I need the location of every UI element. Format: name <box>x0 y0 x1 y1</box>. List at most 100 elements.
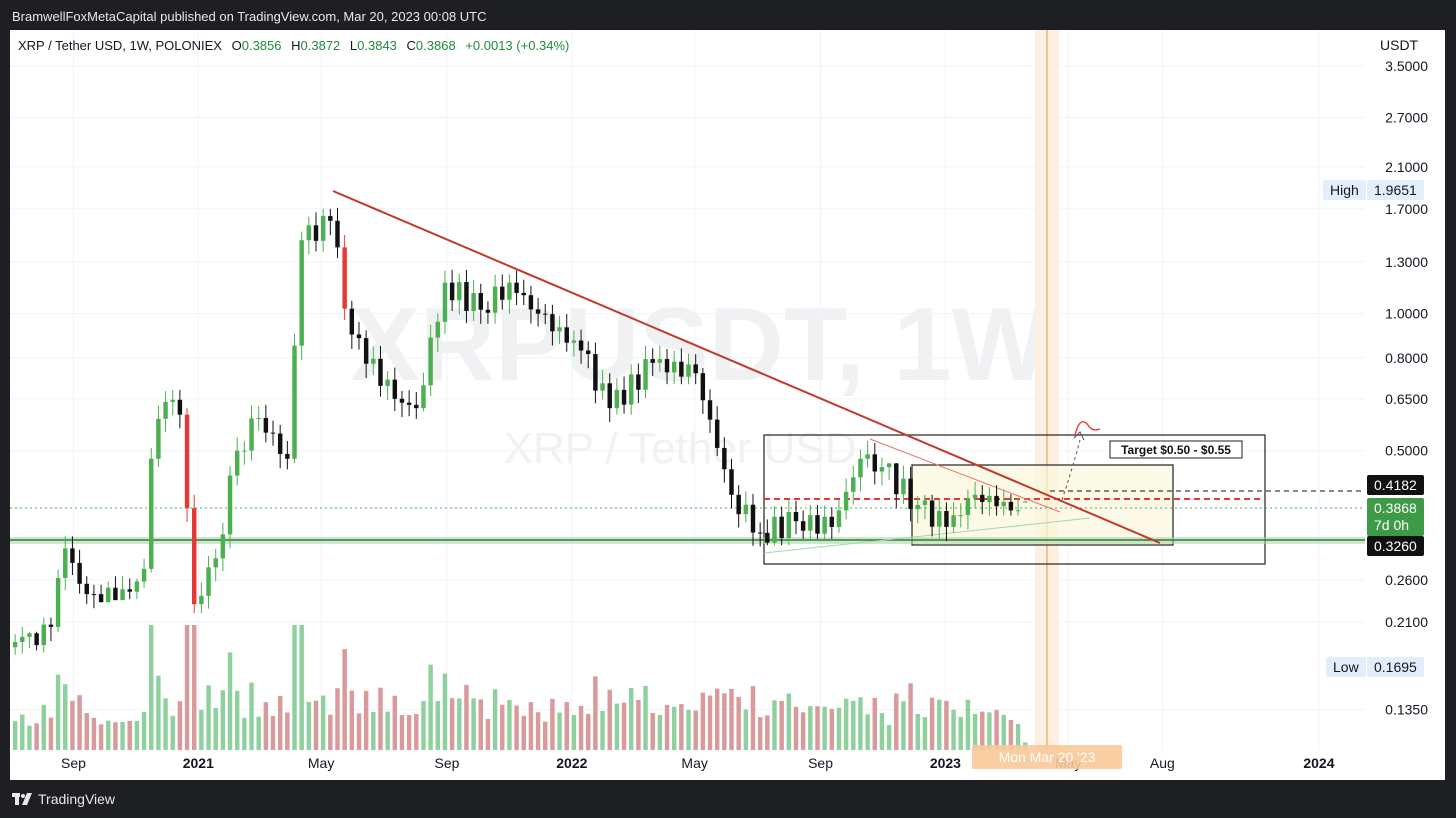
volume-bar <box>313 700 319 750</box>
chart-panel[interactable]: XRPUSDT, 1W XRP / Tether USD Target $0.5… <box>10 30 1445 780</box>
volume-bar <box>335 688 340 750</box>
candle-body <box>621 389 627 405</box>
volume-bar <box>543 721 548 750</box>
volume-bar <box>485 718 491 750</box>
low-value: 0.3843 <box>357 38 397 53</box>
volume-bar <box>84 713 89 750</box>
candle-body <box>120 589 125 601</box>
chart-canvas[interactable]: XRPUSDT, 1W XRP / Tether USD Target $0.5… <box>10 30 1445 780</box>
grid <box>10 30 1365 750</box>
volume-bar <box>363 690 369 750</box>
volume-bar <box>808 706 813 750</box>
candle-body <box>750 504 756 533</box>
tradingview-logo[interactable]: TradingView <box>12 791 115 807</box>
candle-body <box>743 504 749 515</box>
candle-body <box>894 463 899 495</box>
volume-bar <box>406 715 412 750</box>
volume-bar <box>621 702 627 750</box>
volume-bar <box>113 722 118 750</box>
candle-body <box>879 467 885 472</box>
candle-body <box>292 345 297 459</box>
candle-body <box>944 511 949 527</box>
volume-bar <box>965 699 971 750</box>
volume-bar <box>392 695 398 750</box>
candle-body <box>485 309 491 313</box>
volume-bar <box>937 699 942 750</box>
volume-bar <box>743 709 749 750</box>
time-cursor-value: Mon Mar 20 '23 <box>998 749 1096 765</box>
candle-body <box>141 568 147 582</box>
volume-bar <box>757 717 763 750</box>
volume-bar <box>12 721 18 750</box>
publisher-bar: BramwellFoxMetaCapital published on Trad… <box>0 0 1456 30</box>
candle-body <box>328 216 333 221</box>
price-axis[interactable]: USDT 3.5000 2.7000 2.1000 1.7000 1.3000 1.000… <box>1380 37 1428 718</box>
candle-body <box>242 450 247 452</box>
volume-bar <box>277 695 283 750</box>
candle-body <box>349 308 355 335</box>
volume-bar <box>557 712 562 750</box>
close-value: 0.3868 <box>415 38 456 53</box>
volume-bar <box>220 690 226 750</box>
volume-bar <box>428 664 433 750</box>
candle-body <box>586 350 591 355</box>
candle-body <box>514 282 519 293</box>
price-tick-label: 0.8000 <box>1385 350 1428 366</box>
inner-resistance-trendline[interactable] <box>869 438 1061 513</box>
candle-body <box>951 515 956 527</box>
volume-bar <box>736 696 741 750</box>
open-label: O <box>231 38 242 53</box>
target-label[interactable]: Target $0.50 - $0.55 <box>1109 440 1243 459</box>
candle-body <box>772 516 777 543</box>
candle-body <box>528 295 534 310</box>
volume-bar <box>98 724 104 750</box>
level-4182-value: 0.4182 <box>1374 477 1417 493</box>
candle-body <box>184 414 190 509</box>
volume-bar <box>843 698 849 750</box>
rising-support-trendline[interactable] <box>763 517 1091 554</box>
candle-body <box>320 216 326 241</box>
volume-bar <box>492 689 498 750</box>
candle-body <box>1023 501 1028 503</box>
candle-body <box>220 534 226 559</box>
volume-bar <box>858 697 863 750</box>
volume-bar <box>679 704 684 750</box>
candle-body <box>77 562 82 584</box>
bar-countdown: 7d 0h <box>1374 517 1410 533</box>
level-3260-value: 0.3260 <box>1374 538 1417 554</box>
candle-body <box>34 633 39 646</box>
volume-bar <box>514 705 519 750</box>
candle-body <box>313 225 319 241</box>
candle-body <box>492 286 498 313</box>
candle-body <box>543 313 548 315</box>
volume-bar <box>1008 719 1014 750</box>
volume-bar <box>586 713 591 750</box>
volume-bar <box>328 714 333 750</box>
last-price-value: 0.3868 <box>1374 500 1417 516</box>
candle-body <box>521 292 526 296</box>
high-tag-value: 1.9651 <box>1374 182 1417 198</box>
volume-bar <box>127 721 132 750</box>
time-tick-label: 2024 <box>1303 755 1334 771</box>
volume-bar <box>27 725 32 750</box>
candle-body <box>449 282 455 301</box>
candle-body <box>335 220 340 248</box>
candle-body <box>306 225 312 241</box>
candle-body <box>593 354 598 391</box>
candle-body <box>277 433 283 454</box>
candle-body <box>700 373 706 401</box>
candle-body <box>213 558 218 568</box>
candle-body <box>987 495 992 503</box>
time-tick-label: May <box>308 755 334 771</box>
candle-body <box>206 567 211 596</box>
candle-body <box>106 587 111 603</box>
price-axis-unit: USDT <box>1380 37 1419 53</box>
volume-bar <box>299 625 304 750</box>
volume-bar <box>671 706 677 750</box>
candle-body <box>808 515 813 531</box>
candle-body <box>872 454 878 472</box>
descending-trendline[interactable] <box>332 190 1161 544</box>
breakout-projection <box>1061 439 1081 501</box>
volume-bar <box>385 711 390 750</box>
time-axis[interactable]: Sep2021MaySep2022MaySep2023MayAug2024 <box>61 755 1335 771</box>
